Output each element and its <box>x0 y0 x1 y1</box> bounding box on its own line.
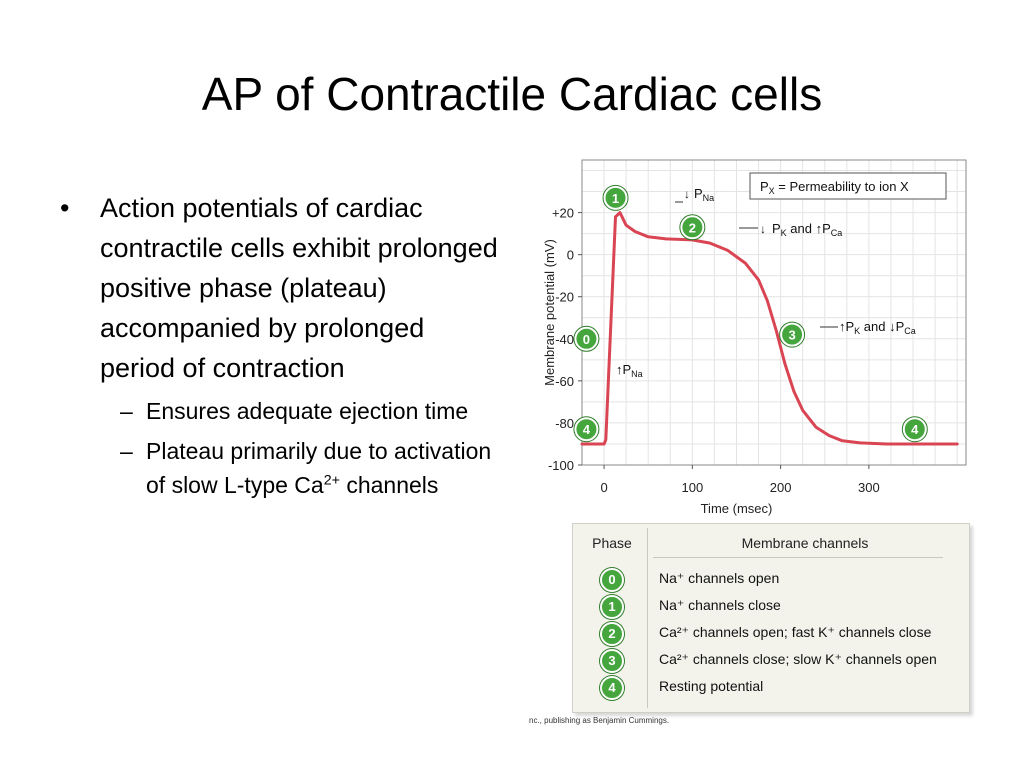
phase-badge-label: 1 <box>612 191 619 206</box>
table-divider <box>653 557 943 558</box>
phase-badge-label: 4 <box>583 422 591 437</box>
y-tick-label: -20 <box>555 290 574 305</box>
phase-badge-ring <box>602 184 629 211</box>
y-tick-label: 0 <box>567 248 574 263</box>
phase-badge-label: 0 <box>583 332 590 347</box>
phase-badge-ring <box>901 416 928 443</box>
svg-text:↑PNa: ↑PNa <box>616 362 643 379</box>
phase-badge-label: 2 <box>689 220 696 235</box>
sub-bullet-plateau: – Plateau primarily due to activation of … <box>60 434 500 502</box>
sub-bullet-superscript: 2+ <box>323 472 340 489</box>
y-tick-labels: +20 0 -20 -40 -60 -80 -100 <box>548 206 582 473</box>
svg-text:PK and ↑PCa: PK and ↑PCa <box>772 221 842 238</box>
svg-text:PNa: PNa <box>694 186 714 203</box>
plot-frame <box>581 159 967 466</box>
table-row: 0 Na⁺ channels open <box>573 567 969 593</box>
phase-badge: 4 <box>573 416 600 443</box>
image-credit: nc., publishing as Benjamin Cummings. <box>529 716 670 725</box>
phase-badge-circle <box>603 185 628 210</box>
annotation-phase-0: ↑PNa <box>616 362 643 379</box>
phase-badge: 0 <box>600 568 624 592</box>
table-row-text: Resting potential <box>659 678 764 694</box>
x-tick-labels: 0 100 200 300 <box>600 465 880 495</box>
phase-badge-circle <box>574 417 599 442</box>
table-row: 4 Resting potential <box>573 675 969 701</box>
phase-badge: 1 <box>600 595 624 619</box>
svg-text:↓: ↓ <box>684 187 690 201</box>
x-tick-label: 100 <box>681 480 703 495</box>
table-header-phase: Phase <box>592 535 632 551</box>
bullet-list: • Action potentials of cardiac contractil… <box>60 188 500 502</box>
y-tick-label: -60 <box>555 374 574 389</box>
phase-badge: 2 <box>679 214 706 241</box>
bullet-dot-icon: • <box>60 193 70 223</box>
phase-badge-ring <box>779 321 806 348</box>
dash-icon: – <box>120 438 133 464</box>
annotation-phase-2: ↓ PK and ↑PCa <box>739 221 842 238</box>
phase-badge-label: 3 <box>788 328 795 343</box>
phase-badge-circle <box>574 326 599 351</box>
bullet-main: • Action potentials of cardiac contractil… <box>60 188 500 388</box>
table-row-text: Ca²⁺ channels close; slow K⁺ channels op… <box>659 651 937 667</box>
phase-badge-circle <box>780 322 805 347</box>
phase-badge: 4 <box>901 416 928 443</box>
phase-table: Phase Membrane channels 0 Na⁺ channels op… <box>572 523 970 713</box>
annotation-phase-3: ↑PK and ↓PCa <box>820 319 916 336</box>
x-tick-label: 200 <box>770 480 792 495</box>
y-tick-label: +20 <box>552 206 574 221</box>
sub-bullet-plateau-text: Plateau primarily due to activation of s… <box>146 438 492 498</box>
bullet-main-text: Action potentials of cardiac contractile… <box>100 193 498 383</box>
phase-badge: 0 <box>573 325 600 352</box>
phase-badge: 4 <box>600 676 624 700</box>
y-tick-label: -100 <box>548 458 574 473</box>
sub-bullet-plateau-tail: channels <box>339 472 439 498</box>
table-divider <box>647 528 648 708</box>
phase-badge-circle <box>902 417 927 442</box>
action-potential-line <box>580 211 959 446</box>
y-axis-label: Membrane potential (mV) <box>542 239 557 386</box>
phase-badge-ring <box>573 416 600 443</box>
svg-text:↓: ↓ <box>760 222 766 236</box>
phase-badge: 2 <box>600 622 624 646</box>
slide-title: AP of Contractile Cardiac cells <box>201 68 823 120</box>
x-axis-label: Time (msec) <box>701 501 773 516</box>
svg-text:PX = Permeability to ion X: PX = Permeability to ion X <box>760 179 909 196</box>
y-tick-label: -40 <box>555 332 574 347</box>
table-row: 2 Ca²⁺ channels open; fast K⁺ channels cl… <box>573 621 969 647</box>
table-row-text: Na⁺ channels close <box>659 597 781 613</box>
table-row: 3 Ca²⁺ channels close; slow K⁺ channels o… <box>573 648 969 674</box>
phase-badges: 0 1 2 3 4 4 <box>573 184 928 443</box>
sub-bullet-ejection: – Ensures adequate ejection time <box>60 394 500 428</box>
sub-bullet-ejection-text: Ensures adequate ejection time <box>146 398 469 424</box>
x-tick-label: 0 <box>600 480 607 495</box>
phase-badge: 1 <box>602 184 629 211</box>
dash-icon: – <box>120 398 133 424</box>
svg-text:↑PK and ↓PCa: ↑PK and ↓PCa <box>839 319 916 336</box>
phase-badge: 3 <box>779 321 806 348</box>
table-header-channels: Membrane channels <box>741 535 869 551</box>
phase-badge-circle <box>680 215 705 240</box>
phase-badge: 3 <box>600 649 624 673</box>
action-potential-chart: +20 0 -20 -40 -60 -80 -100 0 100 200 300 Membrane… <box>542 159 967 516</box>
x-tick-label: 300 <box>858 480 880 495</box>
table-row: 1 Na⁺ channels close <box>573 594 969 620</box>
phase-badge-ring <box>679 214 706 241</box>
table-row-text: Ca²⁺ channels open; fast K⁺ channels clo… <box>659 624 932 640</box>
y-tick-label: -80 <box>555 416 574 431</box>
annotation-phase-1: ↓ PNa <box>675 186 714 203</box>
table-row-text: Na⁺ channels open <box>659 570 780 586</box>
phase-badge-label: 4 <box>911 422 919 437</box>
phase-badge-ring <box>573 325 600 352</box>
permeability-legend-box: PX = Permeability to ion X <box>749 172 947 200</box>
chart-grid <box>581 160 966 466</box>
